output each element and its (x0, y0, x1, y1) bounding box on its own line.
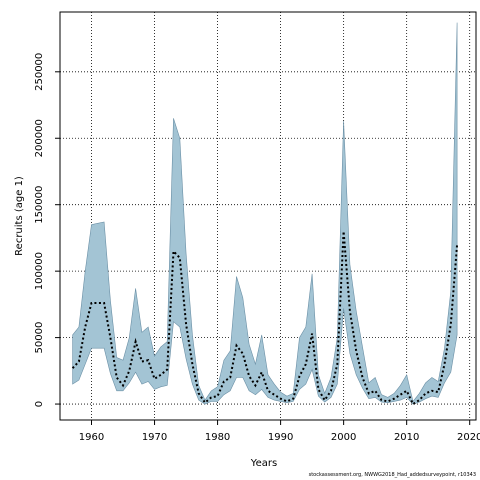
y-tick-label: 150000 (34, 186, 45, 224)
confidence-band (72, 22, 458, 405)
y-tick-label: 0 (34, 401, 45, 407)
y-axis: 0 50000 100000 150000 200000 250000 (34, 53, 60, 407)
x-tick-label: 1970 (142, 432, 167, 443)
y-tick-label: 250000 (34, 53, 45, 91)
x-tick-label: 1990 (268, 432, 293, 443)
x-tick-label: 2010 (394, 432, 419, 443)
x-axis-title: Years (250, 458, 277, 469)
x-tick-label: 1960 (79, 432, 104, 443)
estimate-line (71, 231, 459, 406)
grid (60, 12, 476, 420)
y-tick-label: 100000 (34, 252, 45, 290)
x-tick-label: 2020 (457, 432, 480, 443)
x-tick-label: 2000 (331, 432, 356, 443)
x-axis: 1960 1970 1980 1990 2000 2010 2020 (79, 420, 480, 443)
y-tick-label: 50000 (34, 322, 45, 354)
plot-frame (59, 11, 477, 421)
y-tick-label: 200000 (34, 119, 45, 157)
y-axis-title: Recruits (age 1) (14, 176, 25, 256)
footer-credit: stockassessment.org, NWWG2018_Had_addeds… (308, 472, 476, 478)
x-tick-label: 1980 (205, 432, 230, 443)
